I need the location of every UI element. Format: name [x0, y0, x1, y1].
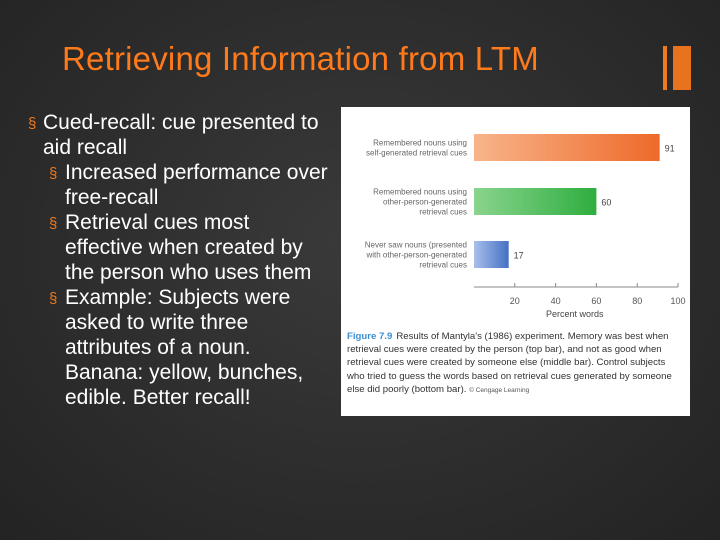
x-tick-label: 80 — [632, 296, 642, 306]
bar-0 — [474, 134, 660, 161]
category-label: other-person-generated — [383, 198, 467, 207]
bullet-list: § Cued-recall: cue presented to aid reca… — [28, 110, 328, 410]
bullet-marker-icon: § — [49, 290, 58, 307]
accent-bar-thin — [663, 46, 667, 90]
credit-text: © Cengage Learning — [469, 386, 530, 394]
bar-value-label: 17 — [514, 251, 524, 261]
category-label: self-generated retrieval cues — [366, 149, 467, 158]
caption-text: Results of Mantyla's (1986) experiment. … — [347, 331, 672, 395]
bar-2 — [474, 241, 509, 268]
bar-value-label: 60 — [601, 198, 611, 208]
category-label: Remembered nouns using — [373, 188, 467, 197]
bar-value-label: 91 — [665, 144, 675, 154]
bullet-text: Cued-recall: cue presented to aid recall — [43, 111, 319, 159]
sub-bullet-item: § Increased performance over free-recall — [28, 160, 328, 210]
sub-bullet-item: § Retrieval cues most effective when cre… — [28, 210, 328, 285]
accent-bar-thick — [673, 46, 691, 90]
x-tick-label: 60 — [591, 296, 601, 306]
x-tick-label: 20 — [510, 296, 520, 306]
bullet-text: Increased performance over free-recall — [65, 161, 328, 209]
bullet-marker-icon: § — [49, 165, 58, 182]
bullet-text: Example: Subjects were asked to write th… — [65, 286, 304, 409]
bullet-marker-icon: § — [49, 215, 58, 232]
category-label: retrieval cues — [419, 208, 467, 217]
bullet-item: § Cued-recall: cue presented to aid reca… — [28, 110, 328, 160]
bullet-marker-icon: § — [28, 115, 37, 132]
slide-title: Retrieving Information from LTM — [62, 40, 539, 77]
figure-number: Figure 7.9 — [347, 331, 393, 342]
x-tick-label: 40 — [551, 296, 561, 306]
x-tick-label: 100 — [670, 296, 685, 306]
figure-caption: Figure 7.9 Results of Mantyla's (1986) ex… — [347, 330, 685, 397]
x-axis-label: Percent words — [546, 309, 604, 319]
category-label: with other-person-generated — [365, 251, 467, 260]
bullet-text: Retrieval cues most effective when creat… — [65, 211, 312, 284]
category-label: Never saw nouns (presented — [365, 241, 467, 250]
figure-panel: 91 Remembered nouns using self-generated r… — [341, 107, 690, 416]
category-label: retrieval cues — [419, 261, 467, 270]
category-label: Remembered nouns using — [373, 139, 467, 148]
bar-1 — [474, 188, 597, 215]
sub-bullet-item: § Example: Subjects were asked to write … — [28, 285, 328, 410]
